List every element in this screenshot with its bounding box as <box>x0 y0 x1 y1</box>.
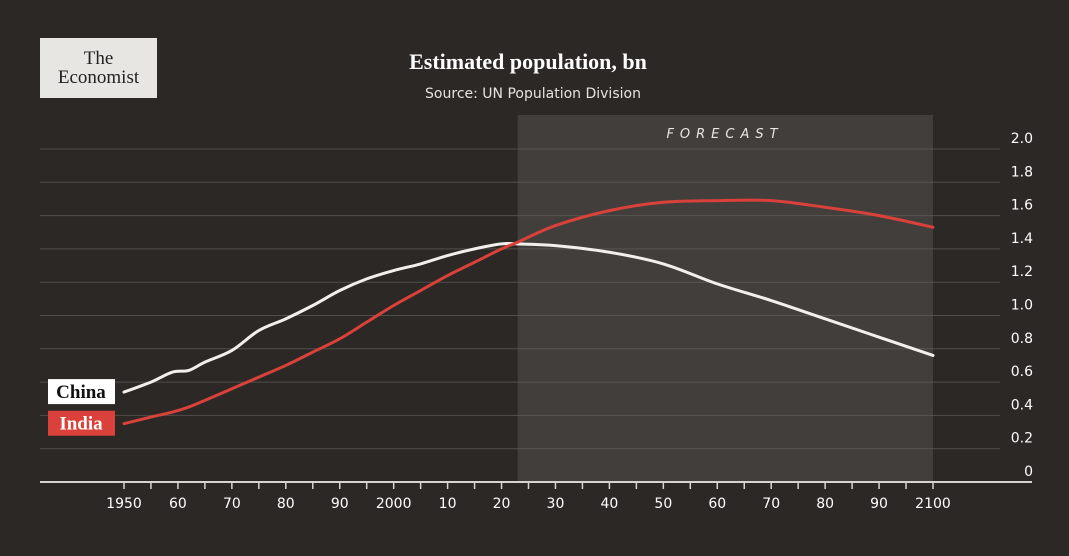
x-tick-label: 1950 <box>106 496 142 512</box>
x-tick-label: 40 <box>600 496 618 512</box>
y-tick-label: 0.4 <box>1011 397 1033 413</box>
logo-line-1: The <box>83 48 114 69</box>
y-tick-label: 1.0 <box>1011 298 1033 314</box>
x-tick-label: 30 <box>547 496 565 512</box>
legend-label-box-china <box>48 379 115 405</box>
x-tick-label: 2000 <box>376 496 412 512</box>
x-tick-label: 90 <box>870 496 888 512</box>
forecast-region <box>517 115 933 482</box>
x-tick-label: 70 <box>223 496 241 512</box>
x-tick-label: 60 <box>708 496 726 512</box>
chart-subtitle: Source: UN Population Division <box>425 86 641 102</box>
y-tick-label: 1.2 <box>1011 264 1033 280</box>
chart-title: Estimated population, bn <box>409 49 647 74</box>
y-tick-label: 1.4 <box>1011 231 1033 247</box>
forecast-label: FORECAST <box>666 127 783 142</box>
x-tick-label: 60 <box>169 496 187 512</box>
y-tick-label: 0.6 <box>1011 364 1033 380</box>
y-tick-label: 0.2 <box>1011 431 1033 447</box>
economist-logo: The Economist <box>40 38 157 98</box>
series-line-india <box>122 198 935 426</box>
y-tick-label: 2.0 <box>1011 131 1033 147</box>
x-tick-label: 70 <box>762 496 780 512</box>
x-tick-label: 80 <box>816 496 834 512</box>
series-line-china <box>122 241 935 394</box>
x-tick-label: 20 <box>493 496 511 512</box>
y-tick-label: 1.6 <box>1011 198 1033 214</box>
y-tick-label: 0.8 <box>1011 331 1033 347</box>
x-tick-label: 2100 <box>915 496 951 512</box>
x-tick-label: 80 <box>277 496 295 512</box>
legend-label-china: China <box>56 382 106 403</box>
logo-line-2: Economist <box>57 67 140 88</box>
y-tick-label: 0 <box>1024 464 1033 480</box>
x-tick-label: 90 <box>331 496 349 512</box>
x-tick-label: 10 <box>439 496 457 512</box>
y-tick-label: 1.8 <box>1011 164 1033 180</box>
legend-label-box-india <box>48 410 115 436</box>
legend-label-india: India <box>59 414 103 435</box>
x-tick-label: 50 <box>654 496 672 512</box>
